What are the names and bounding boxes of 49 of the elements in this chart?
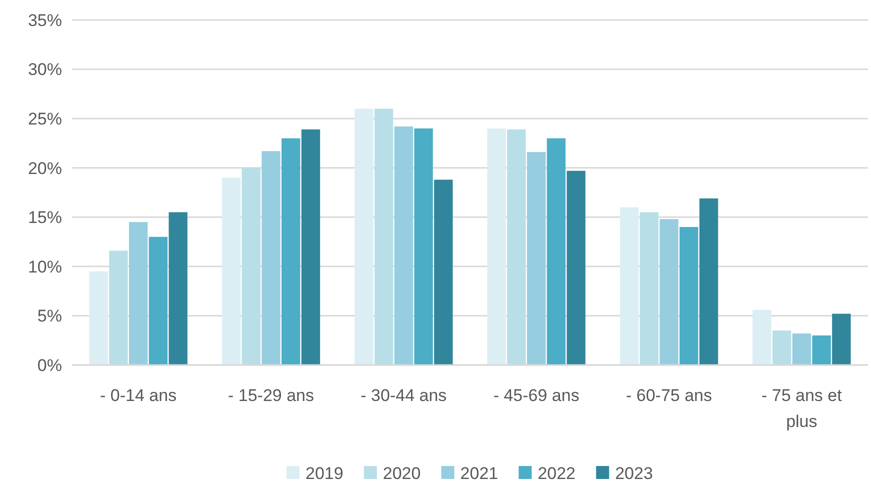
legend-label: 2019	[306, 464, 344, 483]
bar	[526, 152, 546, 365]
x-tick-label: - 15-29 ans	[228, 386, 314, 405]
bar	[89, 271, 108, 365]
bar	[148, 236, 168, 365]
y-tick-label: 30%	[28, 60, 62, 80]
bar	[546, 138, 566, 365]
bar	[507, 129, 526, 365]
bar	[620, 207, 639, 365]
bar	[680, 227, 698, 365]
bar	[262, 151, 280, 365]
bar	[487, 128, 506, 365]
bar	[772, 330, 792, 365]
bar	[222, 178, 241, 365]
x-tick-label: - 45-69 ans	[493, 386, 580, 405]
bar	[128, 222, 148, 365]
bar	[354, 108, 374, 365]
bar	[301, 129, 320, 365]
bar	[640, 212, 658, 365]
bar	[414, 128, 433, 365]
y-tick-label: 0%	[37, 356, 62, 375]
y-tick-label: 5%	[37, 306, 62, 326]
bar	[792, 333, 812, 365]
bar	[282, 138, 300, 365]
bar	[812, 335, 831, 365]
y-tick-label: 15%	[28, 208, 62, 228]
bar	[434, 180, 453, 365]
x-tick-label: - 75 ans et plus	[762, 386, 842, 431]
bar	[374, 108, 394, 365]
bar	[566, 170, 586, 365]
bar	[699, 198, 718, 365]
y-tick-label: 25%	[28, 110, 62, 129]
bar	[242, 168, 260, 365]
y-tick-label: 35%	[28, 10, 62, 30]
bar	[752, 310, 772, 365]
x-tick-label: - 60-75 ans	[626, 386, 712, 405]
x-tick-label: - 30-44 ans	[360, 386, 447, 405]
bar	[660, 219, 678, 365]
y-tick-label: 20%	[28, 158, 62, 178]
bar	[168, 212, 188, 365]
bar	[394, 126, 414, 365]
bar	[832, 314, 851, 365]
y-tick-label: 10%	[28, 257, 62, 276]
legend-label: 2020	[382, 464, 421, 483]
bar	[109, 250, 128, 365]
legend-label: 2021	[460, 464, 498, 483]
legend-label: 2023	[615, 464, 653, 483]
x-tick-label: - 0-14 ans	[100, 386, 177, 405]
legend-label: 2022	[538, 464, 576, 483]
